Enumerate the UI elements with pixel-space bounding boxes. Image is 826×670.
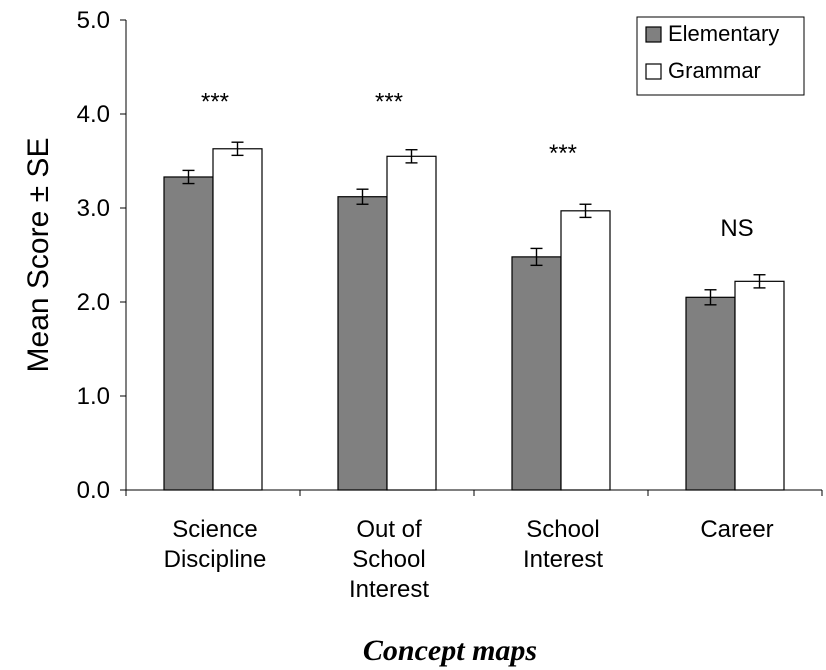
bar-elementary [163, 176, 214, 491]
legend-box [636, 16, 805, 96]
category-labels: Science Discipline Out of School Interest Sch… [164, 516, 774, 603]
y-tick-label: 2.0 [77, 289, 110, 316]
y-tick-label: 1.0 [77, 383, 110, 410]
y-tick-label: 4.0 [77, 101, 110, 128]
y-tick-label: 5.0 [77, 7, 110, 34]
bar-grammar [560, 210, 611, 491]
y-tick-label: 0.0 [77, 477, 110, 504]
category-label: Science [172, 516, 257, 543]
bars [163, 148, 785, 491]
significance-label: *** [375, 88, 403, 115]
significance-label: *** [549, 140, 577, 167]
category-label: School [526, 516, 599, 543]
legend-label: Grammar [668, 58, 761, 83]
legend-swatch [645, 26, 662, 43]
y-axis-label: Mean Score ± SE [22, 138, 55, 373]
bar-elementary [337, 196, 388, 491]
legend: Elementary Grammar [636, 16, 805, 96]
category-label: Interest [349, 576, 429, 603]
x-axis-label: Concept maps [363, 634, 537, 667]
category-label: School [352, 546, 425, 573]
category-label: Career [700, 516, 773, 543]
legend-label: Elementary [668, 21, 779, 46]
bar-elementary [685, 296, 736, 491]
significance-label: *** [201, 88, 229, 115]
bar-elementary [511, 256, 562, 491]
bar-grammar [386, 155, 437, 491]
y-tick-label: 3.0 [77, 195, 110, 222]
legend-swatch [645, 63, 662, 80]
significance-label: NS [720, 215, 753, 242]
axes: 0.0 1.0 2.0 3.0 4.0 5.0 [77, 7, 823, 504]
bar-grammar [212, 148, 263, 491]
significance-labels: *** *** *** NS [201, 88, 754, 242]
category-label: Out of [356, 516, 422, 543]
category-label: Interest [523, 546, 603, 573]
error-bars [182, 141, 766, 306]
category-label: Discipline [164, 546, 267, 573]
bar-grammar [734, 280, 785, 491]
